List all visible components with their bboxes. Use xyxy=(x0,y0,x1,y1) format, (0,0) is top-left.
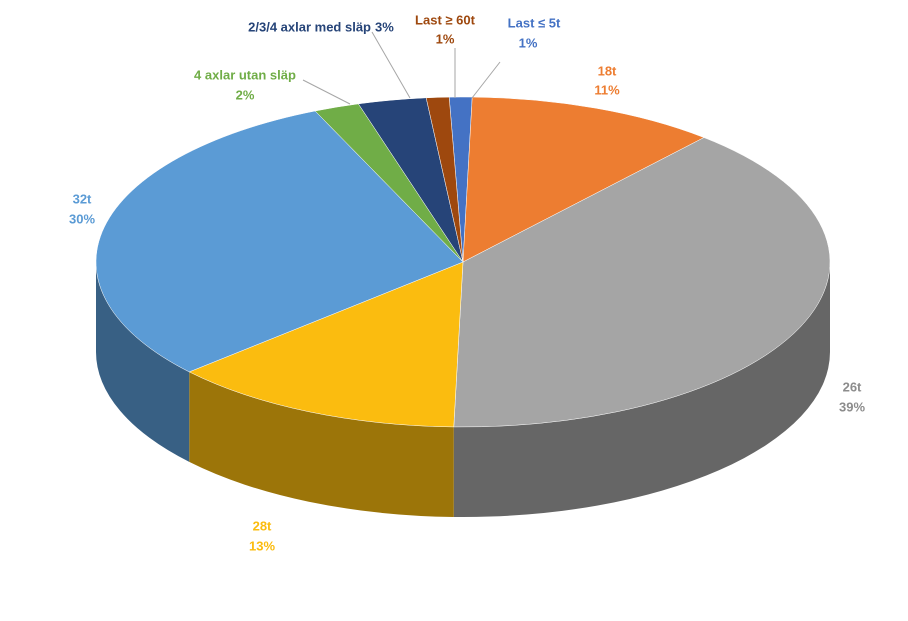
slice-label: 4 axlar utan släp xyxy=(194,67,296,82)
value-label: 39% xyxy=(839,399,865,414)
slice-label: 28t xyxy=(253,518,272,533)
slice-label: 32t xyxy=(73,191,92,206)
slice-label: 18t xyxy=(598,63,617,78)
slice-side xyxy=(189,371,454,517)
slice xyxy=(462,96,705,263)
value-label: 2% xyxy=(236,87,255,102)
leader-line xyxy=(371,31,411,99)
slice xyxy=(453,137,831,428)
slice xyxy=(95,110,464,373)
leader-line xyxy=(302,79,351,105)
value-label: 11% xyxy=(594,82,620,97)
slice-label: 2/3/4 axlar med släp xyxy=(248,19,371,34)
slice-label: Last ≤ 5t xyxy=(508,15,561,30)
value-label: 3% xyxy=(375,19,394,34)
value-label: 30% xyxy=(69,211,95,226)
slice xyxy=(425,96,464,263)
value-label: 13% xyxy=(249,538,275,553)
slice-side xyxy=(96,262,190,462)
slice-side xyxy=(453,262,830,517)
leader-line xyxy=(471,61,501,99)
value-label: 1% xyxy=(436,31,455,46)
slice-label: Last ≥ 60t xyxy=(415,12,476,27)
slice xyxy=(188,261,464,428)
value-label: 1% xyxy=(519,35,538,50)
slice-label: 26t xyxy=(843,379,862,394)
